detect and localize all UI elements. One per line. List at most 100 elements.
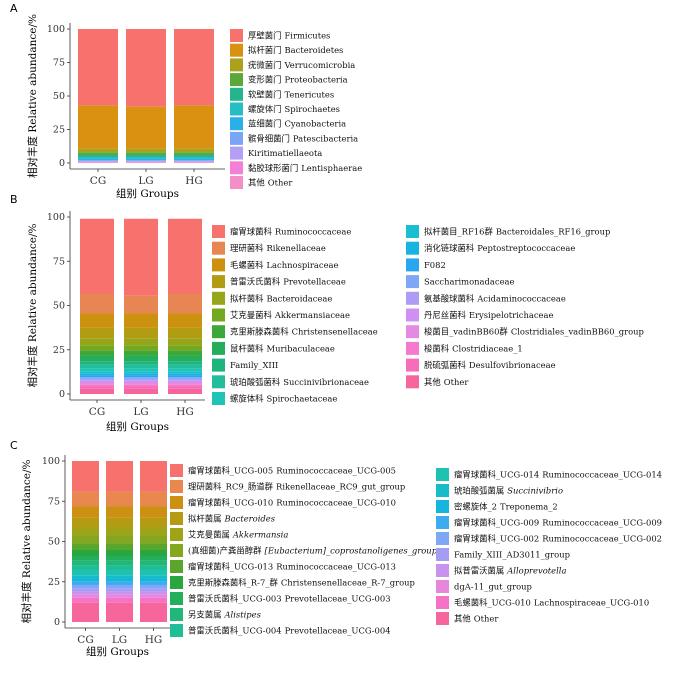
legend-label-zh: 理研菌科_RC9_肠道群 [188, 482, 274, 493]
legend-label-zh: 螺旋体科 [230, 394, 264, 404]
panel-b-bar-segment [168, 377, 202, 379]
legend-label-zh: 拟杆菌目_RF16群 [424, 227, 493, 238]
legend-label-zh: 克里斯滕森菌科 [230, 327, 289, 337]
legend-label-zh: 琥珀酸弧菌属 [454, 486, 504, 496]
panel-c-y-tick-label: 25 [48, 577, 60, 588]
legend-label-en: Saccharimonadaceae [424, 277, 515, 287]
panel-b-y-axis-title: 相对丰度 Relative abundance/% [26, 223, 39, 387]
panel-c-bar-segment [72, 506, 99, 518]
panel-c-legend-label: dgA-11_gut_group [454, 582, 532, 593]
panel-c-legend-swatch [170, 496, 183, 509]
panel-a-y-axis-title: 相对丰度 Relative abundance/% [26, 14, 39, 178]
panel-c-bar-segment [140, 491, 167, 507]
panel-c-bar-segment [106, 578, 133, 582]
panel-b-legend-label: 克里斯滕森菌科 Christensenellaceae [230, 327, 378, 337]
panel-b-bar-segment [168, 338, 202, 346]
panel-a-bar-segment [174, 161, 214, 163]
panel-a-bar-segment [78, 160, 118, 162]
panel-a-legend-swatch [230, 131, 243, 145]
panel-b-bar-segment [168, 218, 202, 294]
panel-a-bar-segment [126, 156, 166, 159]
panel-a-y-tick-label: 75 [53, 58, 65, 69]
panel-c-bar-segment [72, 491, 99, 507]
panel-c-bar-segment [140, 570, 167, 576]
panel-b-bar-segment [168, 345, 202, 351]
panel-c-bar-segment [72, 591, 99, 595]
panel-b-bar-segment [80, 382, 114, 385]
legend-label-zh: 其他 [454, 614, 471, 624]
legend-label-en: Ruminococcaceae_UCG-005 [276, 466, 396, 477]
panel-b-bar-segment [80, 388, 114, 394]
panel-c-bar-segment [72, 575, 99, 579]
panel-c-bar-segment [106, 527, 133, 536]
panel-c-legend-swatch [436, 580, 449, 593]
panel-a-bar-segment [126, 161, 166, 163]
legend-label-en: Other [444, 377, 469, 387]
panel-b-bar-segment [80, 377, 114, 379]
panel-b-y-tick-label: 75 [53, 256, 65, 267]
legend-label-zh: 厚壁菌门 [248, 31, 282, 41]
panel-a-x-tick-label: LG [138, 175, 153, 187]
legend-label-en: Proteobacteria [285, 75, 348, 85]
panel-c-bar-segment [106, 549, 133, 556]
panel-b-legend-swatch [212, 375, 225, 389]
panel-b-bar-segment [80, 386, 114, 389]
legend-label-en: Clostridiaceae_1 [452, 343, 523, 354]
panel-c-bar-segment [140, 591, 167, 595]
legend-label-en: Patescibacteria [293, 133, 358, 143]
legend-label-zh: 拟杆菌科 [230, 293, 264, 303]
panel-b-bar-segment [124, 378, 158, 381]
panel-c-bar-segment [72, 594, 99, 598]
panel-a-legend-label: 蓝细菌门 Cyanobacteria [248, 119, 346, 129]
panel-a-x-tick-label: HG [185, 175, 203, 187]
panel-a-y-tick-label: 0 [59, 158, 65, 169]
panel-c-legend-label: 琥珀酸弧菌属 Succinivibrio [454, 486, 563, 496]
panel-b-bar-segment [80, 364, 114, 369]
panel-a-legend-label: 拟杆菌门 Bacteroidetes [248, 45, 343, 55]
panel-c-x-tick-label: HG [145, 634, 163, 646]
legend-label-en: [Eubacterium]_coprostanoligenes_group [265, 546, 438, 557]
legend-label-zh: 普雷沃氏菌科_UCG-004 [188, 626, 282, 637]
panel-b-legend-label: 琥珀酸弧菌科 Succinivibrionaceae [230, 377, 369, 387]
legend-label-en: Verrucomicrobia [284, 60, 356, 70]
legend-label-en: Lachnospiraceae_UCG-010 [534, 598, 649, 609]
legend-label-zh: 普雷沃氏菌科 [230, 277, 281, 287]
panel-b-legend-label: 脱硫弧菌科 Desulfovibrionaceae [424, 360, 556, 370]
panel-c-bar-segment [140, 517, 167, 528]
panel-a-bar-segment [126, 162, 166, 163]
panel-a-legend-swatch [230, 87, 243, 101]
legend-label-en: Erysipelotrichaceae [469, 310, 554, 320]
panel-a-legend-swatch [230, 176, 243, 189]
panel-c-bar-segment [72, 602, 99, 622]
panel-a-bar-segment [174, 152, 214, 155]
legend-label-zh: 艾克曼菌属 [188, 530, 230, 540]
panel-b-bar-segment [168, 382, 202, 385]
legend-label-zh: 瘤胃球菌科_UCG-010 [188, 498, 273, 509]
legend-label-en: Tenericutes [285, 89, 335, 99]
panel-c-bar-segment [72, 581, 99, 585]
legend-label-zh: 普雷沃氏菌科_UCG-003 [188, 594, 282, 605]
panel-b-bar-segment [124, 368, 158, 372]
panel-a-bar-segment [174, 148, 214, 153]
panel-b-bar-segment [124, 386, 158, 389]
panel-b-legend-swatch [212, 341, 225, 355]
panel-b-bar-segment [124, 377, 158, 379]
panel-c-legend-swatch [436, 548, 449, 561]
panel-c-bar-segment [106, 594, 133, 598]
panel-c-bar-segment [106, 570, 133, 576]
panel-b-bar-segment [80, 368, 114, 372]
panel-c-bar-segment [140, 581, 167, 585]
panel-b-legend-swatch [212, 291, 225, 305]
panel-b-bar-segment [124, 371, 158, 374]
legend-label-zh: 梭菌科 [424, 343, 450, 353]
panel-b-legend-swatch [406, 291, 419, 305]
panel-c-bar-segment [140, 535, 167, 544]
legend-label-en: Lentisphaerae [301, 163, 362, 173]
panel-b-legend-label: 瘤胃球菌科 Ruminococcaceae [230, 227, 351, 237]
panel-b-bar-segment [124, 382, 158, 385]
panel-b-bar-segment [80, 375, 114, 378]
panel-c-legend-swatch [436, 532, 449, 545]
legend-label-zh: 理研菌科 [230, 243, 264, 253]
panel-b-bar-segment [168, 327, 202, 339]
legend-label-en: Rikenellaceae [267, 243, 326, 253]
